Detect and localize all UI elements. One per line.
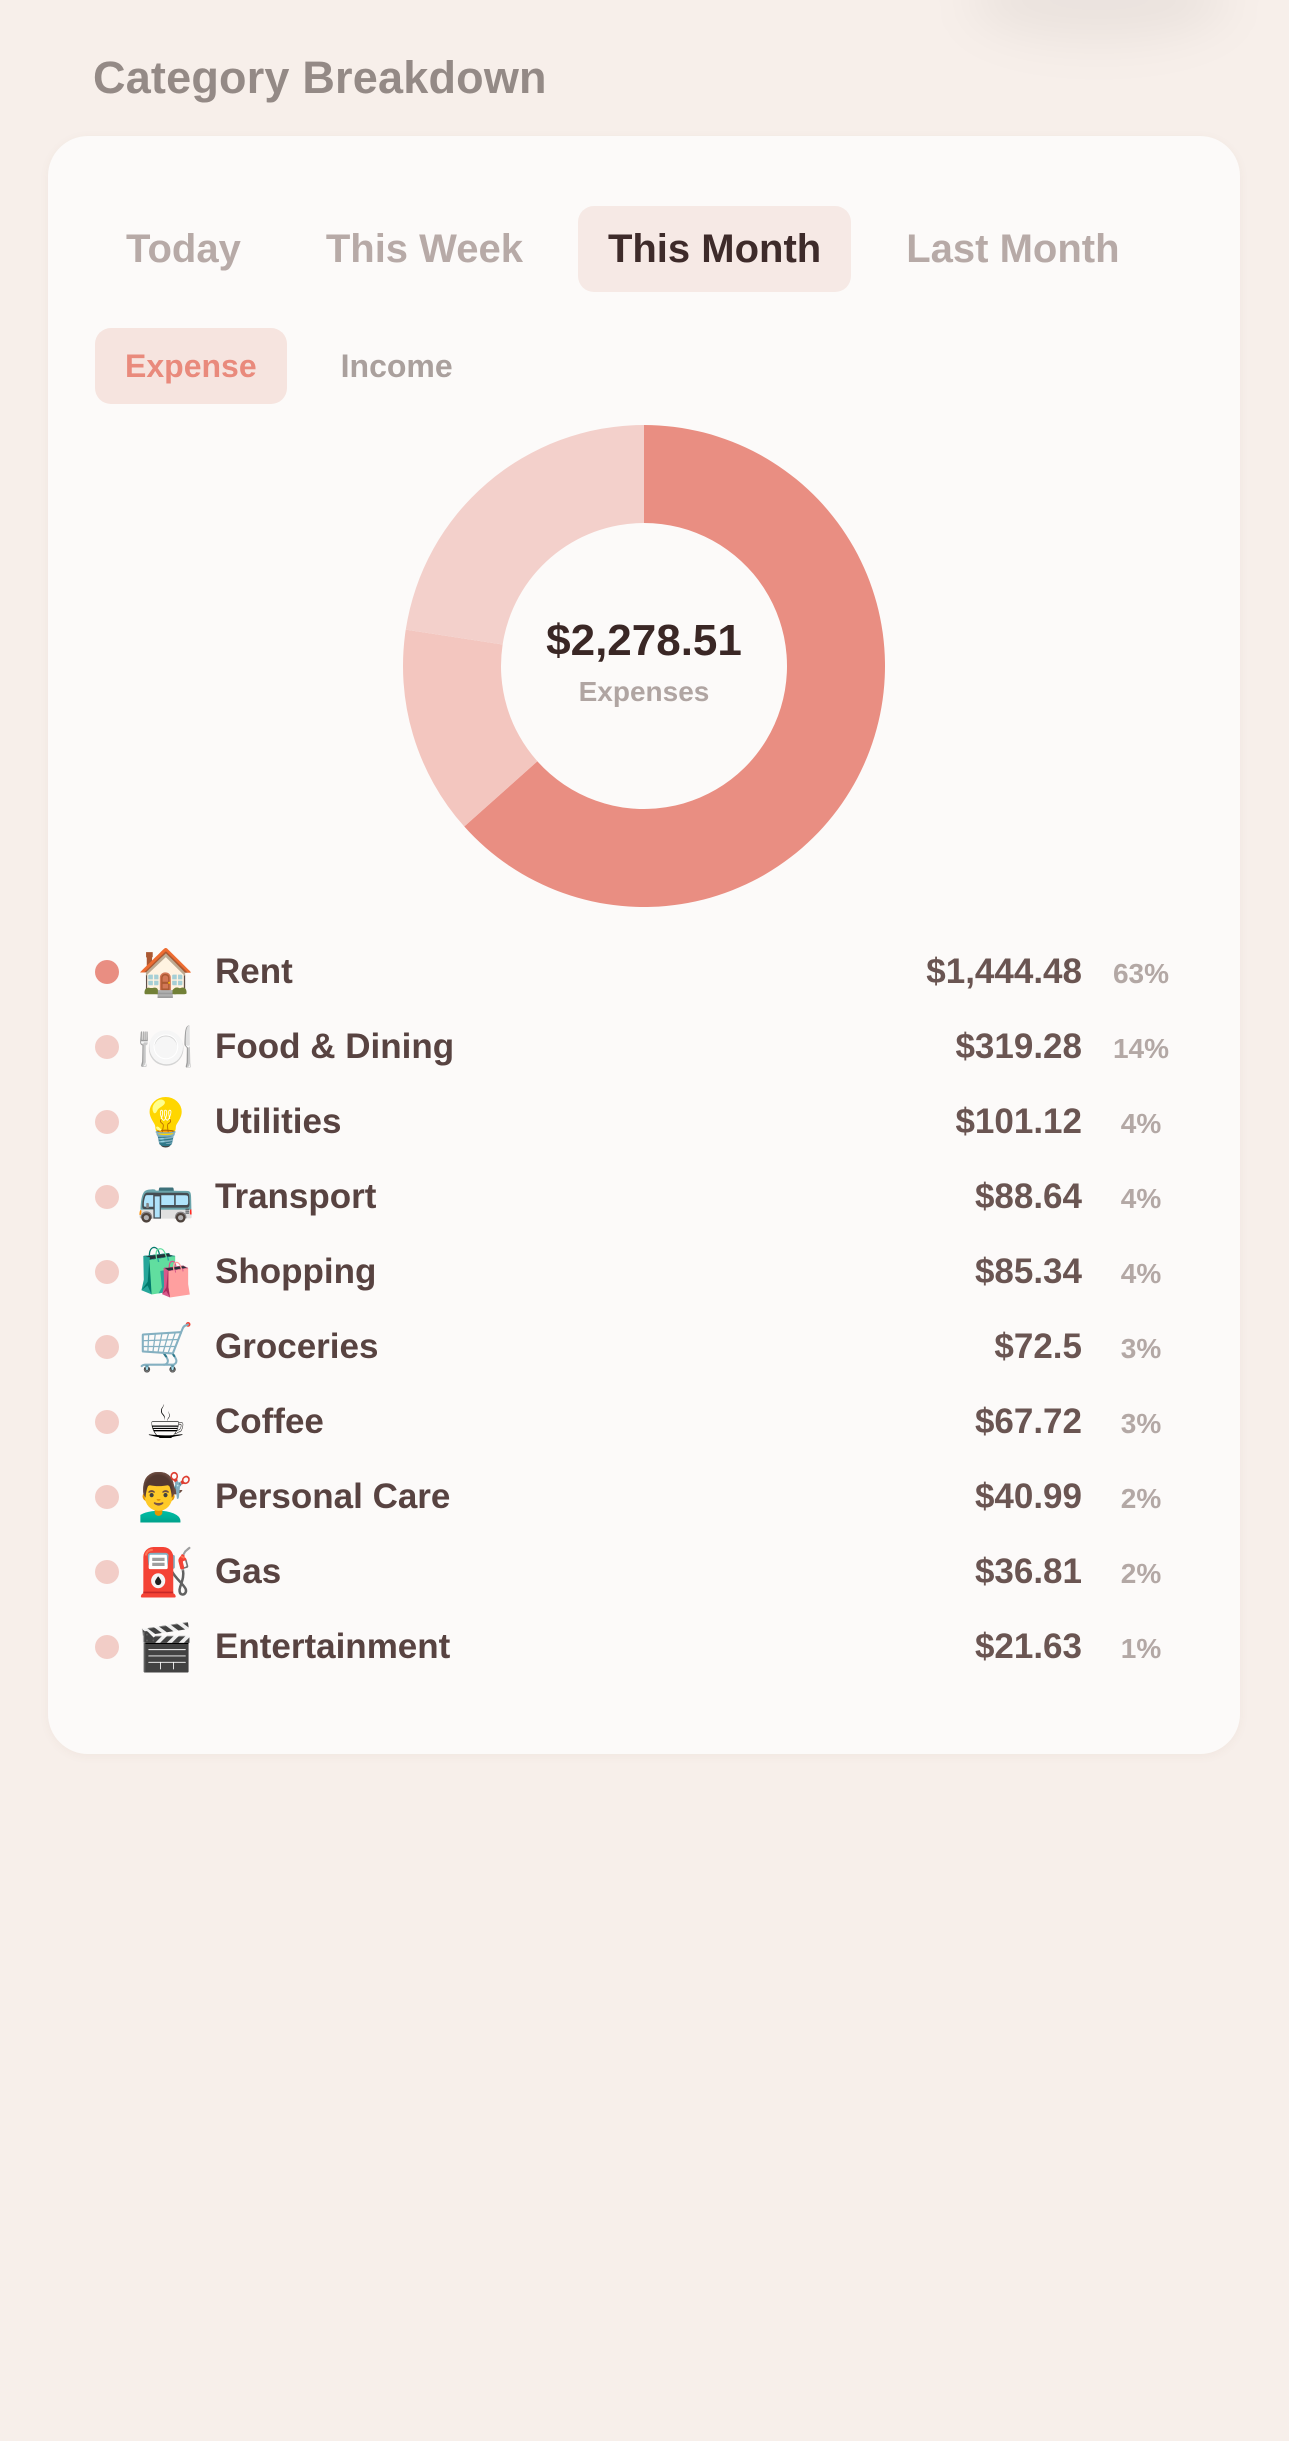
category-row-gas[interactable]: ⛽ Gas $36.81 2% xyxy=(48,1534,1240,1609)
category-name: Personal Care xyxy=(215,1477,451,1516)
category-name: Gas xyxy=(215,1552,282,1591)
tab-this-week[interactable]: This Week xyxy=(325,226,523,271)
category-name: Rent xyxy=(215,952,293,991)
category-color-dot xyxy=(95,1110,119,1134)
shopping-bags-icon: 🛍️ xyxy=(137,1245,195,1299)
period-tabs: Today This Week This Month Last Month xyxy=(96,206,1175,292)
category-amount: $101.12 xyxy=(955,1102,1082,1141)
breakdown-card: Today This Week This Month Last Month Ex… xyxy=(48,136,1240,1754)
category-row-coffee[interactable]: ☕ Coffee $67.72 3% xyxy=(48,1384,1240,1459)
section-title: Category Breakdown xyxy=(93,52,547,103)
category-percent: 1% xyxy=(1120,1633,1162,1664)
category-color-dot xyxy=(95,960,119,984)
category-color-dot xyxy=(95,1635,119,1659)
category-name: Shopping xyxy=(215,1252,377,1291)
category-percent: 2% xyxy=(1120,1558,1162,1589)
type-tabs: Expense Income xyxy=(95,328,507,404)
donut-slice-other[interactable] xyxy=(405,425,644,645)
category-amount: $21.63 xyxy=(974,1627,1082,1666)
category-row-personal-care[interactable]: 💇‍♂️ Personal Care $40.99 2% xyxy=(48,1459,1240,1534)
category-name: Transport xyxy=(215,1177,377,1216)
category-percent: 4% xyxy=(1120,1258,1162,1289)
coffee-cup-icon: ☕ xyxy=(145,1395,187,1449)
category-color-dot xyxy=(95,1560,119,1584)
donut-slice-rent[interactable] xyxy=(464,425,885,907)
category-percent: 4% xyxy=(1120,1183,1162,1214)
category-color-dot xyxy=(95,1335,119,1359)
tab-this-month[interactable]: This Month xyxy=(577,206,852,292)
category-amount: $85.34 xyxy=(974,1252,1082,1291)
category-percent: 3% xyxy=(1120,1408,1162,1439)
light-bulb-icon: 💡 xyxy=(137,1095,195,1149)
category-color-dot xyxy=(95,1260,119,1284)
haircut-icon: 💇‍♂️ xyxy=(137,1470,195,1524)
category-color-dot xyxy=(95,1485,119,1509)
category-amount: $72.5 xyxy=(994,1327,1082,1366)
fuel-pump-icon: ⛽ xyxy=(137,1545,195,1599)
category-percent: 4% xyxy=(1120,1108,1162,1139)
fork-knife-plate-icon: 🍽️ xyxy=(137,1020,195,1074)
tab-last-month[interactable]: Last Month xyxy=(906,226,1120,271)
category-row-groceries[interactable]: 🛒 Groceries $72.5 3% xyxy=(48,1309,1240,1384)
category-amount: $40.99 xyxy=(974,1477,1082,1516)
house-icon: 🏠 xyxy=(137,945,195,999)
donut-slice-food-dining[interactable] xyxy=(403,629,538,827)
category-amount: $319.28 xyxy=(955,1027,1082,1066)
category-color-dot xyxy=(95,1035,119,1059)
category-name: Coffee xyxy=(215,1402,324,1441)
tab-expense[interactable]: Expense xyxy=(95,328,287,404)
category-amount: $36.81 xyxy=(974,1552,1082,1591)
top-shadow xyxy=(969,0,1229,40)
tab-income[interactable]: Income xyxy=(340,347,453,384)
donut-chart[interactable]: $2,278.51 Expenses xyxy=(402,424,886,908)
tab-today[interactable]: Today xyxy=(126,226,241,271)
clapper-board-icon: 🎬 xyxy=(137,1620,195,1674)
category-name: Groceries xyxy=(215,1327,379,1366)
category-row-shopping[interactable]: 🛍️ Shopping $85.34 4% xyxy=(48,1234,1240,1309)
category-percent: 14% xyxy=(1112,1033,1170,1064)
donut-total: $2,278.51 xyxy=(546,616,742,665)
category-row-food-dining[interactable]: 🍽️ Food & Dining $319.28 14% xyxy=(48,1009,1240,1084)
category-name: Food & Dining xyxy=(215,1027,455,1066)
category-list: 🏠 Rent $1,444.48 63% 🍽️ Food & Dining $319.28 1… xyxy=(48,934,1240,1684)
bus-icon: 🚌 xyxy=(137,1170,195,1224)
category-color-dot xyxy=(95,1185,119,1209)
shopping-cart-icon: 🛒 xyxy=(137,1320,195,1374)
category-name: Entertainment xyxy=(215,1627,451,1666)
category-color-dot xyxy=(95,1410,119,1434)
category-row-entertainment[interactable]: 🎬 Entertainment $21.63 1% xyxy=(48,1609,1240,1684)
category-row-utilities[interactable]: 💡 Utilities $101.12 4% xyxy=(48,1084,1240,1159)
category-percent: 3% xyxy=(1120,1333,1162,1364)
category-percent: 2% xyxy=(1120,1483,1162,1514)
donut-caption: Expenses xyxy=(578,676,710,707)
donut-center: $2,278.51 Expenses xyxy=(402,424,886,908)
category-name: Utilities xyxy=(215,1102,342,1141)
category-amount: $88.64 xyxy=(974,1177,1082,1216)
category-amount: $67.72 xyxy=(974,1402,1082,1441)
category-row-rent[interactable]: 🏠 Rent $1,444.48 63% xyxy=(48,934,1240,1009)
category-percent: 63% xyxy=(1112,958,1170,989)
category-amount: $1,444.48 xyxy=(926,952,1082,991)
donut-svg xyxy=(403,425,885,907)
category-row-transport[interactable]: 🚌 Transport $88.64 4% xyxy=(48,1159,1240,1234)
